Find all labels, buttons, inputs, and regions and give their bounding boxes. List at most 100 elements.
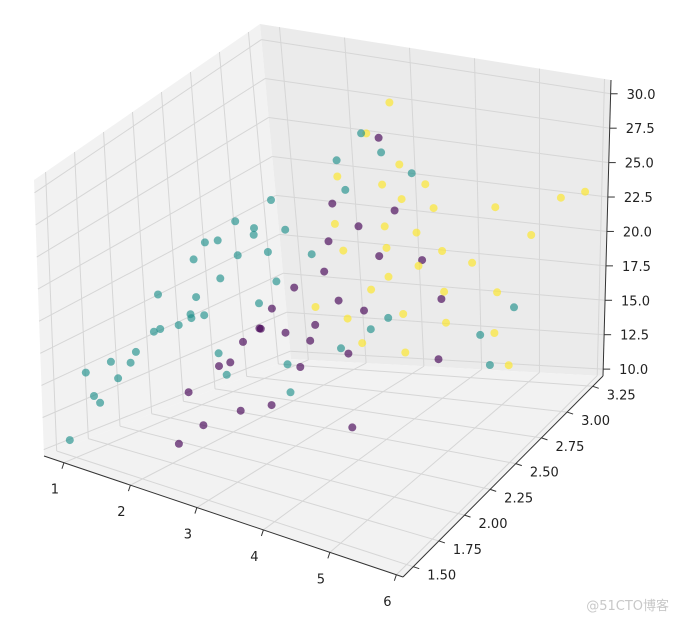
- scatter-point-teal: [90, 392, 98, 400]
- scatter-point-yellow: [311, 303, 320, 311]
- scatter-point-teal: [263, 248, 272, 256]
- scatter-point-purple: [360, 306, 368, 315]
- y-tick-label: 1.50: [427, 569, 456, 584]
- axes-panes: [34, 24, 611, 577]
- scatter-point-teal: [106, 357, 115, 366]
- scatter-point-yellow: [378, 180, 387, 189]
- x-tick-mark: [393, 574, 397, 581]
- scatter-point-purple: [281, 328, 290, 337]
- scatter-point-teal: [200, 311, 209, 320]
- scatter-point-purple: [324, 237, 333, 246]
- x-tick-label: 2: [117, 505, 125, 520]
- scatter-point-teal: [332, 156, 341, 165]
- grid-x-back: [474, 58, 483, 370]
- grid-z-back: [290, 350, 604, 370]
- scatter-point-yellow: [414, 261, 423, 270]
- scatter-point-yellow: [384, 272, 393, 281]
- scatter-point-teal: [476, 330, 485, 339]
- scatter-point-purple: [390, 206, 399, 215]
- scatter-point-yellow: [556, 193, 565, 202]
- scatter-point-teal: [189, 255, 198, 264]
- scatter-point-yellow: [401, 348, 410, 357]
- scatter-point-teal: [337, 344, 345, 353]
- scatter-point-yellow: [421, 180, 430, 189]
- pane-floor: [44, 359, 603, 577]
- scatter-point-yellow: [385, 98, 394, 107]
- grid-z-side: [42, 311, 287, 418]
- scatter-point-yellow: [581, 187, 590, 196]
- scatter-point-yellow: [440, 287, 449, 296]
- scatter-point-yellow: [330, 219, 339, 228]
- scatter-point-teal: [307, 250, 316, 259]
- scatter-point-purple: [311, 320, 320, 329]
- scatter-point-purple: [344, 349, 353, 358]
- scatter-point-purple: [348, 423, 357, 432]
- x-tick-mark: [127, 484, 131, 492]
- grid-y-side: [45, 171, 58, 452]
- scatter-point-purple: [375, 252, 384, 261]
- x-tick-mark: [260, 529, 264, 537]
- grid-x-floor: [63, 359, 309, 464]
- y-tick-label: 2.50: [530, 466, 559, 481]
- z-tick-label: 15.0: [621, 294, 650, 309]
- x-tick-label: 5: [317, 572, 325, 587]
- y-tick-mark: [490, 488, 497, 492]
- scatter-point-teal: [272, 277, 281, 286]
- scatter-point-teal: [366, 325, 375, 334]
- scatter-point-teal: [377, 148, 386, 157]
- grid-x-back: [279, 27, 309, 360]
- scatter-point-yellow: [412, 228, 421, 237]
- y-tick-mark: [464, 514, 471, 518]
- scatter-point-teal: [174, 321, 183, 330]
- z-tick-label: 17.5: [622, 260, 651, 275]
- scatter-point-purple: [354, 222, 363, 231]
- scatter-point-purple: [267, 304, 276, 313]
- scatter-point-purple: [267, 401, 276, 410]
- scatter-point-yellow: [504, 361, 513, 370]
- x-axis-ticks: 1 2 3 4 5 6: [51, 462, 397, 610]
- grid-z-side: [34, 39, 262, 194]
- scatter-point-teal: [65, 436, 74, 445]
- scatter-point-teal: [255, 299, 263, 308]
- z-tick-label: 30.0: [627, 88, 656, 103]
- pane-back: [260, 24, 611, 376]
- y-tick-mark: [515, 463, 522, 467]
- y-tick-mark: [413, 566, 420, 570]
- grid-y-side: [74, 151, 89, 439]
- y-tick-label: 2.00: [479, 517, 508, 532]
- x-tick-mark: [327, 552, 331, 559]
- scatter-point-purple: [256, 324, 265, 333]
- grid-x-back: [409, 47, 425, 367]
- scatter-point-yellow: [491, 203, 500, 212]
- z-axis-line: [602, 79, 612, 377]
- x-tick-mark: [194, 507, 198, 514]
- scatter-point-teal: [281, 225, 290, 234]
- grid-y-floor: [278, 363, 593, 387]
- grid-z-back: [272, 155, 608, 198]
- scatter-point-teal: [216, 274, 225, 283]
- scatter-point-teal: [213, 236, 222, 245]
- grid-z-back: [283, 272, 606, 301]
- x-tick-label: 3: [184, 528, 192, 543]
- scatter-point-purple: [374, 133, 383, 142]
- y-tick-mark: [541, 437, 548, 441]
- z-tick-label: 20.0: [623, 225, 652, 240]
- scatter-point-yellow: [333, 172, 342, 181]
- grid-z-side: [38, 194, 277, 322]
- scatter-point-purple: [418, 256, 427, 265]
- scatter-point-teal: [485, 361, 494, 369]
- grid-z-side: [37, 156, 273, 290]
- scatter-point-teal: [96, 398, 105, 407]
- scatter-point-yellow: [438, 247, 447, 255]
- y-axis-ticks: 1.50 1.75 2.00 2.25 2.50 2.75 3.00 3.25: [413, 385, 636, 584]
- y-tick-mark: [438, 540, 446, 544]
- z-tick-label: 25.0: [625, 157, 654, 172]
- pane-left: [34, 24, 291, 456]
- grid-x-floor: [196, 365, 425, 508]
- scatter-point-purple: [434, 355, 443, 364]
- z-tick-label: 12.5: [620, 329, 649, 344]
- y-tick-label: 3.00: [581, 414, 610, 429]
- scatter-point-purple: [236, 406, 245, 415]
- y-tick-label: 3.25: [607, 388, 636, 403]
- scatter-point-yellow: [429, 204, 438, 213]
